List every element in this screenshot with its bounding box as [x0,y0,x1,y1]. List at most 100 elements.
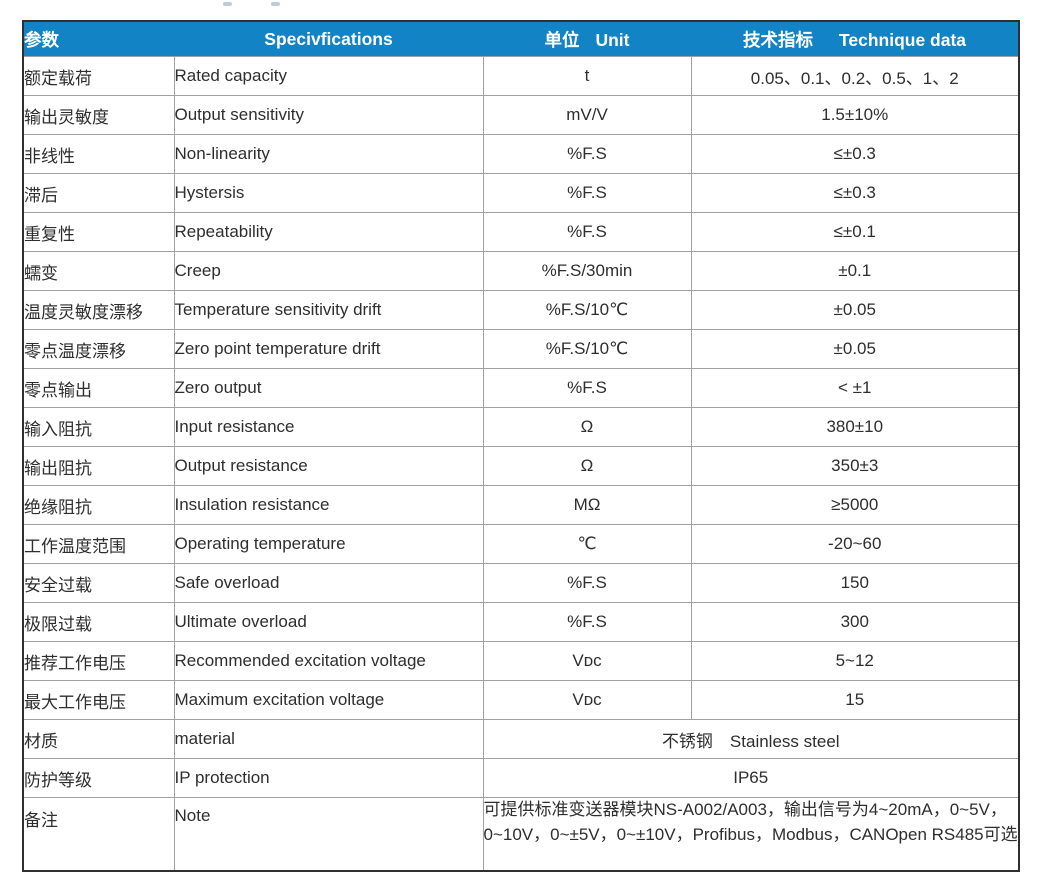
value-cell: IP65 [482,758,1020,798]
param-en-cell: Zero point temperature drift [173,329,484,369]
value-cell: ≤±0.3 [690,134,1020,174]
param-zh-cell: 绝缘阻抗 [22,485,175,525]
table-row-ip-protection: 防护等级 IP protection IP65 [22,758,1020,798]
unit-cell: %F.S [482,563,692,603]
param-en-cell: Note [173,797,484,872]
value-cell: 15 [690,680,1020,720]
param-en-cell: Output sensitivity [173,95,484,135]
header-unit: 单位 Unit [483,21,691,57]
param-zh-cell: 备注 [22,797,175,872]
unit-cell: MΩ [482,485,692,525]
param-en-cell: Input resistance [173,407,484,447]
unit-cell: Ω [482,446,692,486]
header-technique-data: 技术指标 Technique data [691,21,1019,57]
param-en-cell: Output resistance [173,446,484,486]
param-zh-cell: 推荐工作电压 [22,641,175,681]
unit-cell: %F.S [482,173,692,213]
param-en-cell: Hystersis [173,173,484,213]
param-zh-cell: 输入阻抗 [22,407,175,447]
header-param: 参数 [23,21,174,57]
value-cell: ≤±0.3 [690,173,1020,213]
param-en-cell: material [173,719,484,759]
unit-cell: Vᴅᴄ [482,680,692,720]
value-cell: ±0.05 [690,329,1020,369]
param-en-cell: Maximum excitation voltage [173,680,484,720]
value-cell: -20~60 [690,524,1020,564]
value-cell: ±0.05 [690,290,1020,330]
table-row-note: 备注 Note 可提供标准变送器模块NS-A002/A003，输出信号为4~20… [22,797,1020,872]
table-row: 额定载荷 Rated capacity t 0.05、0.1、0.2、0.5、1… [22,56,1020,96]
table-row: 滞后 Hystersis %F.S ≤±0.3 [22,173,1020,213]
table-row: 推荐工作电压 Recommended excitation voltage Vᴅ… [22,641,1020,681]
param-zh-cell: 额定载荷 [22,56,175,96]
unit-cell: ℃ [482,524,692,564]
param-en-cell: Insulation resistance [173,485,484,525]
note-line-2: 0~10V，0~±5V，0~±10V，Profibus，Modbus，CANOp… [483,824,1018,844]
param-zh-cell: 防护等级 [22,758,175,798]
header-unit-zh: 单位 [544,29,580,50]
unit-cell: %F.S/10℃ [482,329,692,369]
table-row: 重复性 Repeatability %F.S ≤±0.1 [22,212,1020,252]
value-cell: ±0.1 [690,251,1020,291]
param-zh-cell: 工作温度范围 [22,524,175,564]
param-zh-cell: 温度灵敏度漂移 [22,290,175,330]
param-zh-cell: 零点输出 [22,368,175,408]
header-data-zh: 技术指标 [742,29,813,50]
cropped-text-fragment [271,2,280,6]
cropped-text-fragment [223,2,232,6]
table-row: 绝缘阻抗 Insulation resistance MΩ ≥5000 [22,485,1020,525]
value-cell: 350±3 [690,446,1020,486]
unit-cell: Ω [482,407,692,447]
value-cell: ≥5000 [690,485,1020,525]
header-unit-en: Unit [595,29,630,50]
table-row: 最大工作电压 Maximum excitation voltage Vᴅᴄ 15 [22,680,1020,720]
value-cell: ≤±0.1 [690,212,1020,252]
value-cell: 5~12 [690,641,1020,681]
value-cell: < ±1 [690,368,1020,408]
param-zh-cell: 输出灵敏度 [22,95,175,135]
param-en-cell: Creep [173,251,484,291]
table-row: 零点温度漂移 Zero point temperature drift %F.S… [22,329,1020,369]
param-zh-cell: 输出阻抗 [22,446,175,486]
unit-cell: Vᴅᴄ [482,641,692,681]
table-row: 蠕变 Creep %F.S/30min ±0.1 [22,251,1020,291]
param-zh-cell: 零点温度漂移 [22,329,175,369]
param-en-cell: Repeatability [173,212,484,252]
param-en-cell: Safe overload [173,563,484,603]
unit-cell: t [482,56,692,96]
value-cell: 1.5±10% [690,95,1020,135]
header-specifications: Specivfications [174,21,483,57]
value-cell: 300 [690,602,1020,642]
param-en-cell: Non-linearity [173,134,484,174]
param-zh-cell: 最大工作电压 [22,680,175,720]
value-cell: 不锈钢 Stainless steel [482,719,1020,759]
note-value-cell: 可提供标准变送器模块NS-A002/A003，输出信号为4~20mA，0~5V，… [482,797,1020,872]
param-zh-cell: 非线性 [22,134,175,174]
param-en-cell: Zero output [173,368,484,408]
table-row: 输出灵敏度 Output sensitivity mV/V 1.5±10% [22,95,1020,135]
param-zh-cell: 滞后 [22,173,175,213]
param-en-cell: Temperature sensitivity drift [173,290,484,330]
param-en-cell: IP protection [173,758,484,798]
param-zh-cell: 安全过载 [22,563,175,603]
param-zh-cell: 重复性 [22,212,175,252]
table-header-row: 参数 Specivfications 单位 Unit 技术指标 Technique … [23,21,1019,57]
table-row-material: 材质 material 不锈钢 Stainless steel [22,719,1020,759]
table-row: 工作温度范围 Operating temperature ℃ -20~60 [22,524,1020,564]
table-row: 零点输出 Zero output %F.S < ±1 [22,368,1020,408]
table-row: 非线性 Non-linearity %F.S ≤±0.3 [22,134,1020,174]
table-row: 温度灵敏度漂移 Temperature sensitivity drift %F… [22,290,1020,330]
value-cell: 0.05、0.1、0.2、0.5、1、2 [690,56,1020,96]
note-line-1: 可提供标准变送器模块NS-A002/A003，输出信号为4~20mA，0~5V， [483,800,1007,819]
table-row: 输入阻抗 Input resistance Ω 380±10 [22,407,1020,447]
param-en-cell: Rated capacity [173,56,484,96]
param-zh-cell: 材质 [22,719,175,759]
param-zh-cell: 极限过载 [22,602,175,642]
unit-cell: %F.S/30min [482,251,692,291]
unit-cell: %F.S [482,602,692,642]
specification-table: 参数 Specivfications 单位 Unit 技术指标 Technique … [22,20,1020,872]
table-row: 安全过载 Safe overload %F.S 150 [22,563,1020,603]
param-en-cell: Recommended excitation voltage [173,641,484,681]
unit-cell: %F.S/10℃ [482,290,692,330]
unit-cell: %F.S [482,134,692,174]
